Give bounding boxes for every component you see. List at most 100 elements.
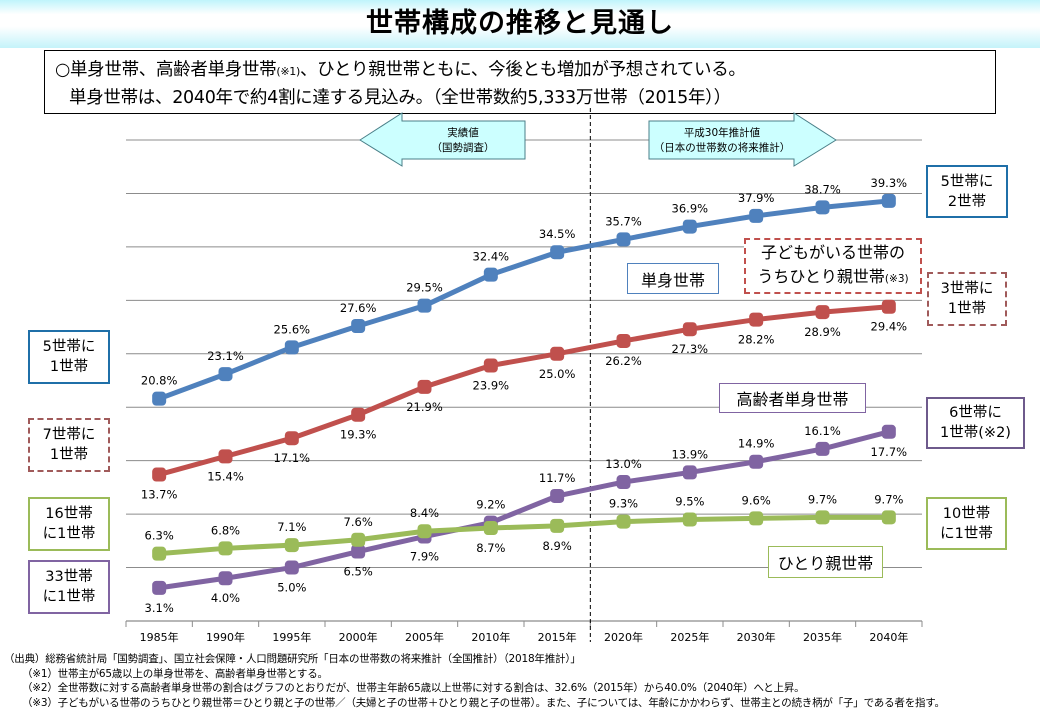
- ratio-note-line1: 7世帯に: [42, 427, 96, 443]
- data-point-single: [351, 318, 366, 333]
- series-label-single: 単身世帯: [627, 263, 719, 294]
- series-label-single-text: 単身世帯: [640, 270, 705, 290]
- ratio-note-right-single: 5世帯に 2世帯: [926, 165, 1008, 218]
- ratio-note-line1: 6世帯に: [949, 405, 1002, 421]
- data-label-child_single_parent: 28.9%: [804, 325, 841, 339]
- data-label-elderly_single: 9.2%: [476, 498, 505, 512]
- summary-line-1-pre: ○単身世帯、高齢者単身世帯: [55, 60, 277, 80]
- title-band: [0, 0, 1040, 48]
- x-tick-label: 2020年: [604, 630, 643, 644]
- data-label-single: 35.7%: [605, 214, 642, 228]
- data-point-elderly_single: [815, 441, 830, 456]
- child-single-parent-line2: うちひとり親世帯: [757, 267, 885, 286]
- x-tick-label: 2010年: [471, 630, 510, 644]
- ratio-note-left-child-single-parent: 7世帯に 1世帯: [28, 418, 110, 472]
- series-label-single-parent: ひとり親世帯: [768, 546, 883, 578]
- data-label-single: 36.9%: [672, 202, 709, 216]
- data-point-single_parent: [351, 532, 366, 547]
- footnote-1: （※1）世帯主が65歳以上の単身世帯を、高齢者単身世帯とする。: [22, 667, 328, 680]
- projection-arrow-line1: 平成30年推計値: [684, 126, 761, 139]
- data-point-single_parent: [616, 514, 631, 529]
- data-point-child_single_parent: [284, 431, 299, 446]
- ratio-note-left-single: 5世帯に 1世帯: [28, 330, 110, 384]
- ratio-note-line1: 5世帯に: [42, 339, 96, 355]
- ratio-note-right-single-parent: 10世帯 に1世帯: [926, 497, 1007, 550]
- data-label-elderly_single: 13.9%: [672, 447, 709, 461]
- data-label-child_single_parent: 15.4%: [207, 469, 244, 483]
- series-child_single_parent: [152, 299, 896, 482]
- summary-box: ○単身世帯、高齢者単身世帯(※1)、ひとり親世帯ともに、今後とも増加が予想されて…: [44, 50, 996, 114]
- summary-line-1: ○単身世帯、高齢者単身世帯(※1)、ひとり親世帯ともに、今後とも増加が予想されて…: [55, 57, 985, 85]
- series-line-single: [158, 198, 890, 402]
- data-label-single: 29.5%: [406, 281, 443, 295]
- data-label-single_parent: 8.7%: [476, 541, 505, 555]
- x-tick-label: 2030年: [737, 630, 776, 644]
- footnote-source: （出典）総務省統計局「国勢調査」、国立社会保障・人口問題研究所「日本の世帯数の将…: [4, 653, 581, 665]
- ratio-note-line2: に1世帯: [940, 525, 993, 542]
- data-point-single_parent: [749, 511, 764, 526]
- data-point-child_single_parent: [483, 358, 498, 373]
- ratio-note-line1: 16世帯: [45, 506, 93, 522]
- actual-arrow-line1: 実績値: [447, 126, 479, 139]
- projection-arrow-line2: （日本の世帯数の将来推計）: [654, 141, 791, 154]
- data-label-single: 38.7%: [804, 182, 841, 196]
- data-point-child_single_parent: [351, 407, 366, 422]
- series-line-single_parent: [158, 514, 889, 557]
- ratio-note-left-single-parent: 16世帯 に1世帯: [28, 497, 110, 551]
- data-label-single: 27.6%: [340, 301, 377, 315]
- ratio-note-line2: 1世帯: [49, 447, 89, 463]
- data-label-single_parent: 9.5%: [675, 494, 704, 508]
- x-tick-label: 2005年: [405, 630, 444, 644]
- data-point-elderly_single: [284, 560, 299, 575]
- data-point-single_parent: [218, 541, 233, 556]
- data-label-elderly_single: 6.5%: [344, 565, 373, 579]
- ratio-note-left-elderly-single: 33世帯 に1世帯: [28, 560, 110, 614]
- x-tick-labels: 1985年 1990年 1995年 2000年 2005年 2010年 2015年 2020年…: [140, 630, 909, 644]
- data-label-child_single_parent: 21.9%: [406, 400, 443, 414]
- data-label-elderly_single: 13.0%: [605, 457, 642, 471]
- right-arrow-shape: [648, 112, 837, 167]
- x-ticks: [125, 621, 923, 627]
- data-label-single_parent: 9.7%: [874, 492, 903, 506]
- data-point-single: [218, 367, 233, 382]
- series-elderly_single: [152, 424, 896, 595]
- data-label-child_single_parent: 23.9%: [473, 379, 510, 393]
- x-tick-label: 2015年: [538, 630, 577, 644]
- data-point-single_parent: [284, 538, 299, 553]
- data-point-single: [616, 232, 631, 247]
- ratio-note-line2: 2世帯: [947, 193, 987, 210]
- data-label-child_single_parent: 29.4%: [871, 320, 908, 334]
- data-label-child_single_parent: 13.7%: [141, 488, 178, 502]
- x-tick-label: 1990年: [206, 630, 245, 644]
- ratio-note-line1: 33世帯: [45, 569, 93, 585]
- data-point-single: [682, 219, 697, 234]
- ratio-note-line1: 10世帯: [942, 505, 991, 522]
- child-single-parent-line2-wrap: うちひとり親世帯(※3): [757, 265, 908, 291]
- data-point-single: [483, 267, 498, 282]
- data-point-child_single_parent: [218, 449, 233, 464]
- series-layer: [152, 193, 896, 595]
- series-line-child_single_parent: [158, 304, 890, 477]
- data-label-elderly_single: 11.7%: [539, 471, 576, 485]
- x-tick-label: 2040年: [869, 630, 908, 644]
- data-label-single_parent: 9.7%: [808, 492, 837, 506]
- data-point-single: [284, 340, 299, 355]
- data-point-child_single_parent: [152, 467, 167, 482]
- series-line-elderly_single: [158, 429, 890, 591]
- data-label-child_single_parent: 19.3%: [340, 428, 377, 442]
- data-label-single_parent: 6.3%: [145, 529, 174, 543]
- data-point-child_single_parent: [550, 346, 565, 361]
- child-single-parent-note: (※3): [884, 273, 909, 285]
- data-point-single: [550, 245, 565, 260]
- left-arrow-shape: [359, 112, 526, 167]
- data-point-elderly_single: [351, 544, 366, 559]
- ratio-note-line2: 1世帯: [49, 359, 89, 375]
- footnote-2: （※2）全世帯数に対する高齢者単身世帯の割合はグラフのとおりだが、世帯主年齢65…: [22, 682, 805, 694]
- gridlines: [126, 139, 922, 569]
- data-label-single: 20.8%: [141, 374, 178, 388]
- data-point-elderly_single: [218, 571, 233, 586]
- data-label-single_parent: 9.6%: [742, 493, 771, 507]
- series-single: [152, 193, 896, 406]
- series-label-elderly-single: 高齢者単身世帯: [719, 383, 866, 413]
